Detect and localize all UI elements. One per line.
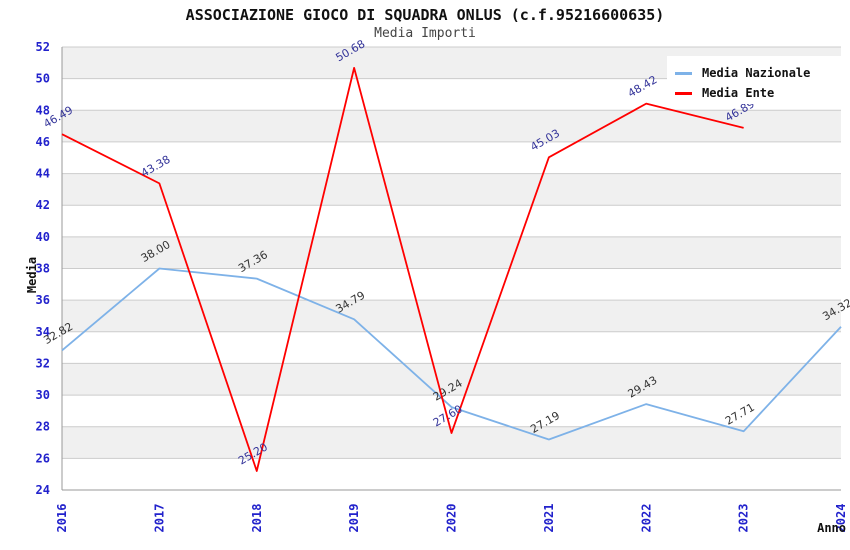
y-axis-title: Media — [25, 256, 39, 294]
grid-band — [62, 363, 841, 396]
x-tick-label: 2017 — [152, 504, 166, 533]
y-tick-label: 44 — [36, 167, 50, 181]
x-tick-label: 2023 — [737, 504, 751, 533]
grid-band — [62, 458, 841, 490]
chart-title: ASSOCIAZIONE GIOCO DI SQUADRA ONLUS (c.f… — [185, 6, 665, 24]
y-tick-label: 38 — [36, 262, 50, 276]
series-line-media-nazionale — [61, 267, 842, 441]
y-tick-label: 32 — [36, 356, 50, 370]
chart-subtitle: Media Importi — [374, 26, 476, 41]
legend-label: Media Ente — [702, 86, 775, 100]
grid-band — [62, 141, 841, 174]
x-tick-label: 2016 — [55, 504, 69, 533]
legend-swatch-media-nazionale-icon — [675, 71, 692, 75]
series-line-media-ente — [61, 66, 744, 472]
y-tick-label: 42 — [36, 198, 50, 212]
legend-swatch-media-ente-icon — [675, 91, 692, 95]
y-tick-label: 30 — [36, 388, 50, 402]
legend-item-media-ente: Media Ente — [675, 83, 840, 103]
grid-band — [62, 110, 841, 142]
y-tick-label: 46 — [36, 135, 50, 149]
x-tick-label: 2020 — [445, 504, 459, 533]
y-tick-label: 36 — [36, 293, 50, 307]
grid-band — [62, 331, 841, 364]
grid-band — [62, 268, 841, 301]
y-tick-label: 24 — [36, 483, 50, 497]
x-tick-label: 2018 — [250, 504, 264, 533]
x-tick-label: 2019 — [347, 504, 361, 533]
y-tick-label: 28 — [36, 420, 50, 434]
y-tick-label: 50 — [36, 72, 50, 86]
y-tick-label: 26 — [36, 451, 50, 465]
grid-band — [62, 236, 841, 269]
grid-band — [62, 300, 841, 332]
x-tick-label: 2021 — [542, 504, 556, 533]
legend-item-media-nazionale: Media Nazionale — [675, 63, 840, 83]
x-axis-title: Anno — [817, 521, 846, 535]
x-tick-label: 2024 — [834, 504, 848, 533]
y-tick-label: 34 — [36, 325, 50, 339]
grid-band — [62, 205, 841, 237]
y-tick-label: 40 — [36, 230, 50, 244]
legend: Media Nazionale Media Ente — [667, 56, 848, 104]
x-tick-label: 2022 — [639, 504, 653, 533]
y-tick-label: 48 — [36, 103, 50, 117]
legend-label: Media Nazionale — [702, 66, 811, 80]
y-tick-label: 52 — [36, 40, 50, 54]
grid-band — [62, 173, 841, 206]
